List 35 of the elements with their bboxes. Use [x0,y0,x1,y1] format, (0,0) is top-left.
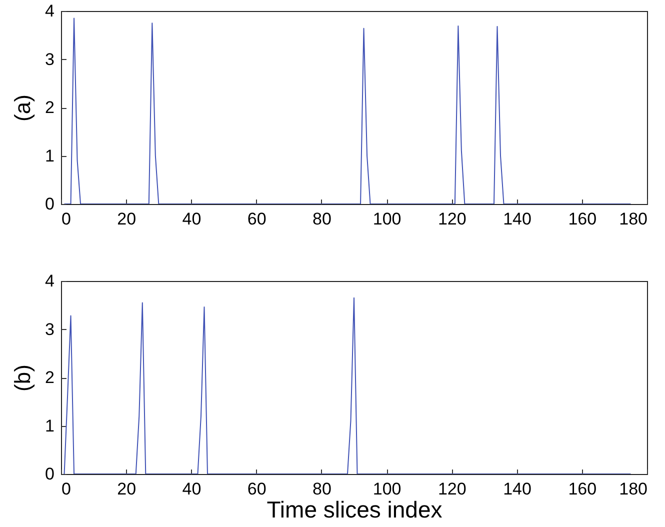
x-tick-label: 140 [503,210,532,228]
x-tick-label: 100 [372,210,402,228]
x-tick-label: 160 [568,210,597,228]
y-tick-label: 2 [45,98,54,117]
x-tick-label: 80 [312,210,332,228]
x-tick-label: 0 [62,210,71,228]
x-tick-label: 80 [312,480,332,498]
x-tick-label: 100 [372,480,402,498]
line-series [64,297,632,474]
y-tick-label: 0 [45,464,54,484]
y-axis-title: (a) [10,94,36,122]
y-tick-label: 0 [45,194,54,214]
line-series [64,18,632,204]
x-tick-label: 60 [247,210,266,228]
x-tick-label: 20 [117,480,136,498]
x-tick-label: 140 [503,480,532,498]
y-tick-label: 1 [45,416,54,436]
y-axis-title: (b) [10,364,36,392]
y-tick-label: 3 [45,50,54,69]
x-tick-label: 40 [182,480,202,498]
x-tick-label: 180 [619,210,648,228]
x-tick-label: 180 [619,480,648,498]
x-tick-label: 40 [182,210,202,228]
x-axis-title: Time slices index [266,496,443,522]
x-tick-label: 0 [62,480,71,498]
y-tick-label: 4 [45,2,54,20]
y-tick-label: 2 [45,368,54,387]
x-tick-label: 60 [247,480,266,498]
x-tick-label: 20 [117,210,136,228]
y-tick-label: 1 [45,146,54,166]
x-tick-label: 120 [438,480,466,498]
x-tick-label: 120 [438,210,466,228]
x-tick-label: 160 [568,480,597,498]
y-tick-label: 3 [45,320,54,339]
y-tick-label: 4 [45,272,54,290]
